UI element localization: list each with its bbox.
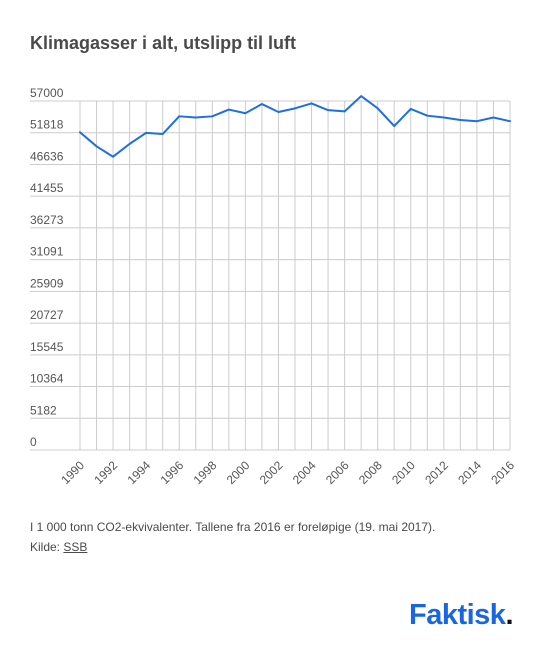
source-line: Kilde: SSB <box>30 537 435 557</box>
y-tick-label: 0 <box>30 435 37 449</box>
brand-name: Faktisk <box>408 599 506 631</box>
x-tick-label: 2000 <box>224 458 253 487</box>
x-tick-label: 1994 <box>124 458 153 487</box>
y-tick-label: 31091 <box>30 245 64 259</box>
y-tick-label: 51818 <box>30 118 64 132</box>
y-tick-label: 5182 <box>30 403 57 417</box>
unit-note: I 1 000 tonn CO2-ekvivalenter. Tallene f… <box>30 520 436 534</box>
x-tick-label: 2004 <box>290 458 319 487</box>
y-tick-label: 41455 <box>30 181 64 195</box>
x-tick-label: 1998 <box>191 458 220 487</box>
y-tick-label: 25909 <box>30 276 64 290</box>
y-tick-label: 57000 <box>30 86 64 100</box>
brand-dot: . <box>505 599 513 631</box>
x-tick-label: 1996 <box>158 458 187 487</box>
x-tick-label: 1990 <box>58 458 87 487</box>
x-tick-label: 2014 <box>455 458 484 487</box>
source-prefix: Kilde: <box>30 540 64 554</box>
x-tick-label: 1992 <box>91 458 120 487</box>
y-tick-label: 20727 <box>30 308 64 322</box>
x-tick-label: 2010 <box>389 458 418 487</box>
x-tick-label: 2008 <box>356 458 385 487</box>
y-tick-label: 36273 <box>30 213 64 227</box>
x-tick-label: 2016 <box>488 458 517 487</box>
series-line <box>79 95 511 158</box>
x-tick-label: 2012 <box>422 458 451 487</box>
chart-notes: I 1 000 tonn CO2-ekvivalenter. Tallene f… <box>30 517 435 557</box>
x-tick-label: 2006 <box>323 458 352 487</box>
chart-title: Klimagasser i alt, utslipp til luft <box>30 33 297 53</box>
x-tick-label: 2002 <box>257 458 286 487</box>
y-tick-label: 15545 <box>30 340 64 354</box>
y-tick-label: 10364 <box>30 372 64 386</box>
source-link[interactable]: SSB <box>63 540 88 554</box>
faktisk-logo: Faktisk. <box>409 599 513 632</box>
y-tick-label: 46636 <box>30 149 64 163</box>
line-chart: 0 5182 10364 15545 20727 25909 31091 36273 41455… <box>30 86 517 487</box>
